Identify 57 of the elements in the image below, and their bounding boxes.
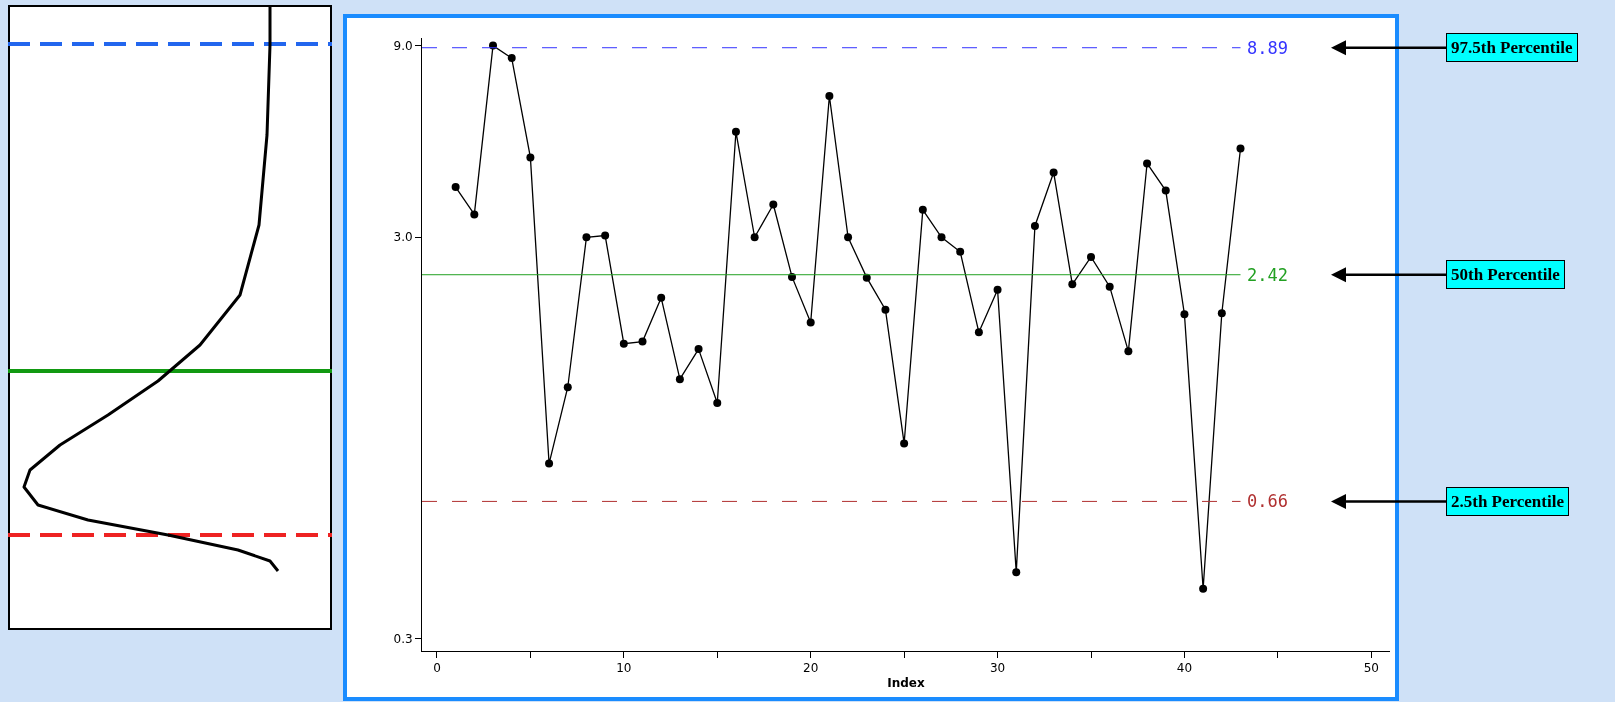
point xyxy=(974,328,983,337)
x-tick-label: 20 xyxy=(803,661,819,676)
point xyxy=(1049,168,1058,177)
x-tick-label: 30 xyxy=(989,661,1006,676)
point xyxy=(1217,309,1226,318)
text: 97.5th Percentile xyxy=(1451,38,1573,57)
y-tick-label: 9.0 xyxy=(393,38,413,53)
point xyxy=(451,183,460,192)
point xyxy=(862,273,871,282)
point xyxy=(507,54,516,63)
point xyxy=(582,233,591,242)
point xyxy=(731,127,740,136)
y-tick-label: 0.3 xyxy=(393,632,413,647)
point xyxy=(900,439,909,448)
point xyxy=(601,231,610,240)
point xyxy=(937,233,946,242)
point xyxy=(750,233,759,242)
point xyxy=(881,305,890,314)
point xyxy=(1161,186,1170,195)
y-tick-label: 3.0 xyxy=(393,230,413,245)
point xyxy=(694,345,703,354)
point xyxy=(1030,221,1039,230)
x-tick-label: 50 xyxy=(1363,661,1379,676)
point xyxy=(563,383,572,392)
point xyxy=(657,293,666,302)
point xyxy=(1143,159,1152,168)
point xyxy=(918,205,927,214)
point xyxy=(470,210,479,219)
point xyxy=(638,337,647,346)
point xyxy=(1180,310,1189,319)
point xyxy=(619,339,628,348)
point xyxy=(956,247,965,256)
point xyxy=(806,318,815,327)
x-tick-label: 40 xyxy=(1176,661,1193,676)
point xyxy=(769,200,778,209)
point xyxy=(844,233,853,242)
x-tick-label: 10 xyxy=(616,661,632,676)
point xyxy=(526,153,535,162)
point xyxy=(825,92,834,101)
point xyxy=(1124,347,1133,356)
point xyxy=(1068,280,1077,289)
point xyxy=(545,459,554,468)
point xyxy=(1236,144,1245,153)
point xyxy=(1012,568,1021,577)
x-axis-title: Index xyxy=(887,676,925,691)
text: 2.5th Percentile xyxy=(1451,492,1565,511)
point xyxy=(713,399,722,408)
ref-line-label: 8.89 xyxy=(1247,38,1288,58)
point xyxy=(1087,252,1095,261)
point xyxy=(1105,282,1114,291)
point xyxy=(675,375,684,384)
text: 50th Percentile xyxy=(1451,265,1561,284)
point xyxy=(1199,584,1208,593)
ref-line-label: 0.66 xyxy=(1247,491,1288,511)
x-tick-label: 0 xyxy=(433,661,441,676)
ref-line-label: 2.42 xyxy=(1247,265,1288,285)
point xyxy=(993,285,1002,294)
